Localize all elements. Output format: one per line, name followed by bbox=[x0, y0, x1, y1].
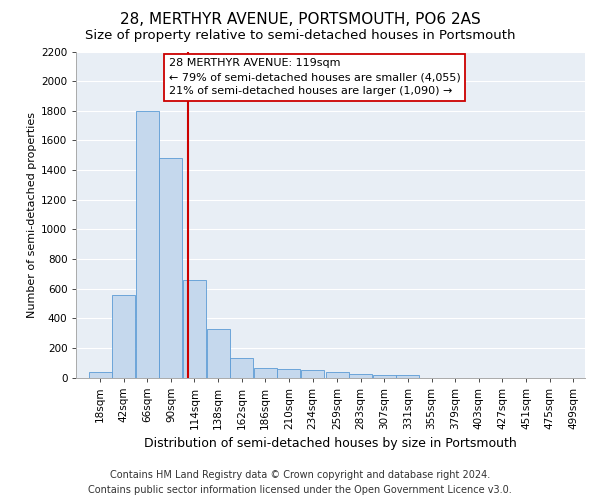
Bar bbox=[326, 372, 349, 378]
Bar bbox=[349, 374, 372, 378]
Bar bbox=[397, 376, 419, 378]
Bar bbox=[160, 158, 182, 378]
Text: 28, MERTHYR AVENUE, PORTSMOUTH, PO6 2AS: 28, MERTHYR AVENUE, PORTSMOUTH, PO6 2AS bbox=[119, 12, 481, 28]
Text: Contains HM Land Registry data © Crown copyright and database right 2024.
Contai: Contains HM Land Registry data © Crown c… bbox=[88, 470, 512, 495]
Y-axis label: Number of semi-detached properties: Number of semi-detached properties bbox=[27, 112, 37, 318]
Text: Size of property relative to semi-detached houses in Portsmouth: Size of property relative to semi-detach… bbox=[85, 29, 515, 42]
Text: 28 MERTHYR AVENUE: 119sqm
← 79% of semi-detached houses are smaller (4,055)
21% : 28 MERTHYR AVENUE: 119sqm ← 79% of semi-… bbox=[169, 58, 461, 96]
Bar bbox=[206, 330, 230, 378]
Bar bbox=[112, 294, 135, 378]
Bar bbox=[89, 372, 112, 378]
Bar bbox=[230, 358, 253, 378]
X-axis label: Distribution of semi-detached houses by size in Portsmouth: Distribution of semi-detached houses by … bbox=[145, 437, 517, 450]
Bar bbox=[301, 370, 324, 378]
Bar bbox=[183, 280, 206, 378]
Bar bbox=[277, 368, 301, 378]
Bar bbox=[136, 111, 159, 378]
Bar bbox=[373, 374, 396, 378]
Bar bbox=[254, 368, 277, 378]
